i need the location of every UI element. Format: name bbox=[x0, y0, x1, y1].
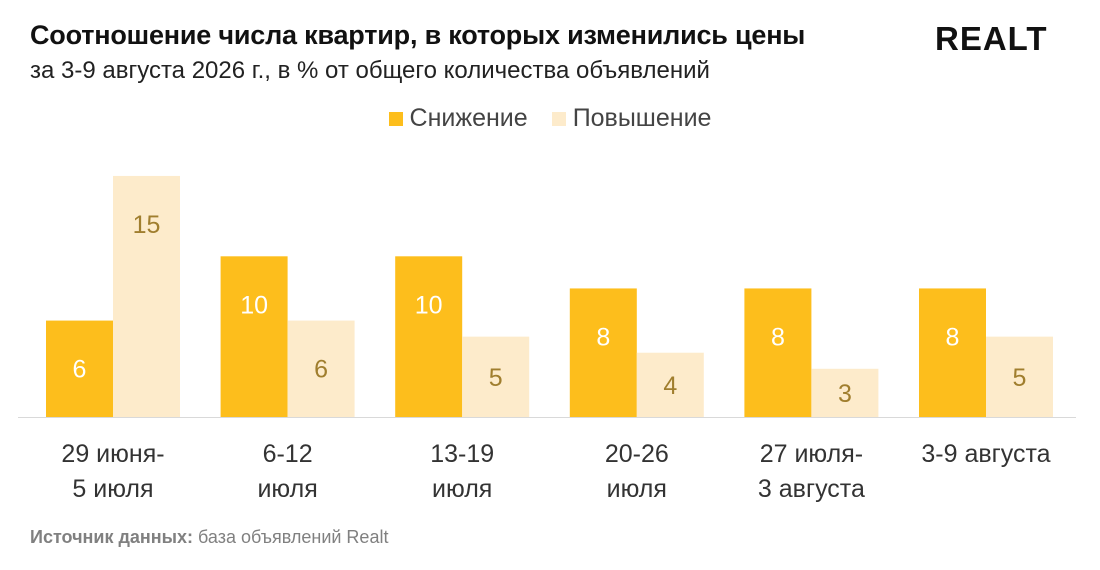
bar-decrease bbox=[744, 288, 812, 417]
data-label-decrease: 8 bbox=[771, 323, 785, 351]
realt-logo: REALT bbox=[935, 20, 1048, 57]
x-tick-label: 20-26 bbox=[605, 440, 669, 468]
bar-increase bbox=[113, 175, 180, 417]
bar-decrease bbox=[569, 288, 637, 417]
data-label-increase: 6 bbox=[314, 356, 328, 384]
legend-swatch-increase bbox=[551, 111, 566, 126]
x-tick-label: 13-19 bbox=[430, 440, 494, 468]
data-label-increase: 5 bbox=[489, 364, 503, 392]
data-label-increase: 5 bbox=[1013, 364, 1027, 392]
data-label-decrease: 8 bbox=[946, 323, 960, 351]
data-label-decrease: 10 bbox=[415, 291, 443, 319]
source-text: база объявлений Realt bbox=[193, 527, 389, 547]
data-label-decrease: 10 bbox=[240, 291, 268, 319]
legend-label-increase: Повышение bbox=[572, 104, 712, 132]
legend-label-decrease: Снижение bbox=[409, 104, 528, 132]
bar-decrease bbox=[395, 256, 463, 417]
legend-swatch-decrease bbox=[388, 111, 403, 126]
x-tick-label: июля bbox=[607, 475, 667, 503]
x-tick-label: июля bbox=[257, 475, 317, 503]
data-source: Источник данных: база объявлений Realt bbox=[30, 527, 388, 548]
legend-item-decrease: Снижение bbox=[388, 104, 528, 133]
data-label-increase: 4 bbox=[663, 372, 677, 400]
chart-legend: Снижение Повышение bbox=[0, 104, 1100, 133]
x-tick-label: 3 августа bbox=[758, 475, 865, 503]
x-tick-label: 27 июля- bbox=[760, 440, 863, 468]
bar-increase bbox=[636, 352, 704, 417]
x-tick-label: 5 июля bbox=[72, 475, 153, 503]
bar-increase bbox=[811, 368, 879, 417]
bar-decrease bbox=[220, 256, 288, 417]
data-label-decrease: 6 bbox=[73, 356, 87, 384]
x-tick-label: 29 июня- bbox=[61, 440, 164, 468]
legend-item-increase: Повышение bbox=[551, 104, 712, 133]
x-tick-label: 6-12 bbox=[263, 440, 313, 468]
chart-subtitle: за 3-9 августа 2026 г., в % от общего ко… bbox=[30, 57, 710, 84]
bar-increase bbox=[287, 320, 355, 417]
bar-increase bbox=[462, 336, 530, 417]
data-label-increase: 15 bbox=[133, 211, 161, 239]
bar-decrease bbox=[919, 288, 986, 417]
x-tick-label: июля bbox=[432, 475, 492, 503]
bar-increase bbox=[986, 336, 1053, 417]
data-label-decrease: 8 bbox=[596, 323, 610, 351]
chart-title: Соотношение числа квартир, в которых изм… bbox=[30, 20, 806, 50]
data-label-increase: 3 bbox=[838, 380, 852, 408]
source-label: Источник данных: bbox=[30, 527, 194, 547]
bar-decrease bbox=[46, 320, 113, 417]
x-tick-label: 3-9 августа bbox=[921, 440, 1050, 468]
